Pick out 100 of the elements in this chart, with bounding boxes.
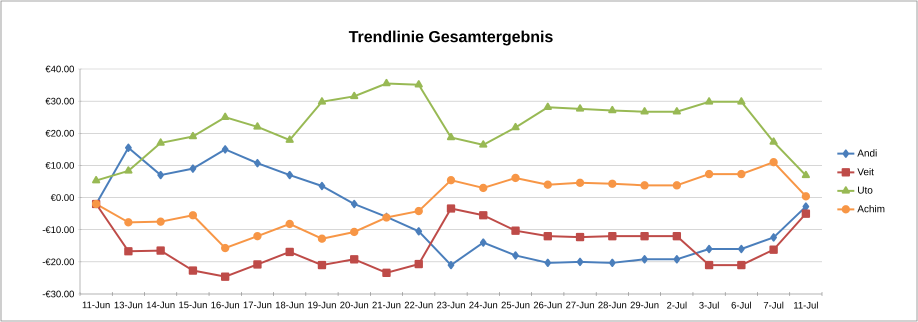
point xyxy=(414,206,423,216)
x-tick-label: 18-Jun xyxy=(276,302,304,308)
point xyxy=(188,266,198,275)
point xyxy=(318,182,326,190)
point xyxy=(124,247,133,256)
point xyxy=(640,107,649,115)
point xyxy=(608,258,616,268)
point xyxy=(286,220,294,228)
point xyxy=(350,92,358,100)
y-tick-label: €10.00 xyxy=(45,162,74,169)
point xyxy=(222,145,229,154)
point xyxy=(220,244,230,252)
x-tick-label: 25-Jun xyxy=(502,302,530,308)
point xyxy=(770,233,778,242)
point xyxy=(446,176,456,184)
point xyxy=(92,176,100,184)
point xyxy=(286,248,294,256)
point xyxy=(448,260,454,270)
point xyxy=(125,144,132,152)
point xyxy=(802,209,810,218)
y-tick-label: -€20.00 xyxy=(42,258,74,266)
y-tick-label: -€30.00 xyxy=(42,290,74,298)
point xyxy=(672,181,682,190)
legend-label: Andi xyxy=(857,149,877,157)
point xyxy=(640,181,649,190)
point xyxy=(253,232,262,240)
x-tick-label: 2-Jul xyxy=(667,302,686,309)
point xyxy=(382,268,391,277)
point xyxy=(253,122,262,130)
point xyxy=(672,107,681,115)
point xyxy=(769,158,778,166)
point xyxy=(318,260,326,270)
point xyxy=(704,97,714,105)
point xyxy=(544,102,552,110)
point xyxy=(414,80,423,88)
point xyxy=(641,255,648,264)
y-tick-label: €40.00 xyxy=(45,66,74,72)
point xyxy=(480,238,487,247)
point xyxy=(414,260,423,268)
point xyxy=(704,170,714,178)
point xyxy=(318,97,326,105)
point xyxy=(253,260,262,269)
point xyxy=(769,245,778,254)
point xyxy=(350,228,358,236)
x-tick-label: 22-Jun xyxy=(404,302,433,308)
x-tick-label: 11-Jun xyxy=(82,302,110,308)
point xyxy=(706,244,712,254)
point xyxy=(512,251,519,260)
x-tick-label: 20-Jun xyxy=(340,302,368,308)
y-tick-label: €0.00 xyxy=(50,194,74,201)
point xyxy=(544,258,552,268)
point xyxy=(511,226,520,235)
point xyxy=(188,211,198,220)
point xyxy=(382,78,391,86)
point xyxy=(188,132,198,140)
x-tick-label: 15-Jun xyxy=(179,302,207,308)
x-tick-label: 19-Jun xyxy=(308,302,336,308)
point xyxy=(221,112,230,120)
x-tick-label: 26-Jun xyxy=(534,302,562,308)
point xyxy=(802,170,810,178)
x-tick-label: 23-Jun xyxy=(437,302,465,308)
point xyxy=(737,260,746,270)
x-tick-label: 24-Jun xyxy=(469,302,498,308)
y-tick-label: €30.00 xyxy=(45,98,74,104)
x-tick-label: 13-Jun xyxy=(114,302,142,308)
x-tick-label: 28-Jun xyxy=(598,302,626,308)
point xyxy=(157,170,164,180)
legend-label: Achim xyxy=(857,204,884,212)
legend-label: Veit xyxy=(857,168,874,176)
point xyxy=(737,97,746,105)
point xyxy=(608,180,616,188)
point xyxy=(479,184,488,192)
x-tick-label: 29-Jun xyxy=(630,302,658,308)
point xyxy=(511,122,520,130)
point xyxy=(318,234,326,243)
point xyxy=(511,174,520,182)
point xyxy=(737,170,746,178)
point xyxy=(415,227,422,236)
x-tick-label: 14-Jun xyxy=(146,302,175,308)
point xyxy=(802,192,810,200)
point xyxy=(254,158,261,168)
point xyxy=(608,232,616,240)
x-tick-label: 27-Jun xyxy=(566,302,594,308)
point xyxy=(446,204,456,213)
point xyxy=(672,232,682,240)
x-tick-label: 3-Jul xyxy=(699,302,719,309)
point xyxy=(608,106,616,114)
point xyxy=(220,272,230,281)
point xyxy=(156,217,165,226)
legend-label: Uto xyxy=(858,186,872,194)
point xyxy=(446,132,456,140)
point xyxy=(156,246,165,255)
x-tick-label: 17-Jun xyxy=(244,302,272,308)
point xyxy=(286,135,294,143)
point xyxy=(673,255,680,264)
chart-title: Trendlinie Gesamtergebnis xyxy=(348,30,553,46)
point xyxy=(704,260,714,270)
x-tick-label: 16-Jun xyxy=(211,302,240,308)
y-tick-label: -€10.00 xyxy=(42,226,74,234)
point xyxy=(576,232,584,242)
